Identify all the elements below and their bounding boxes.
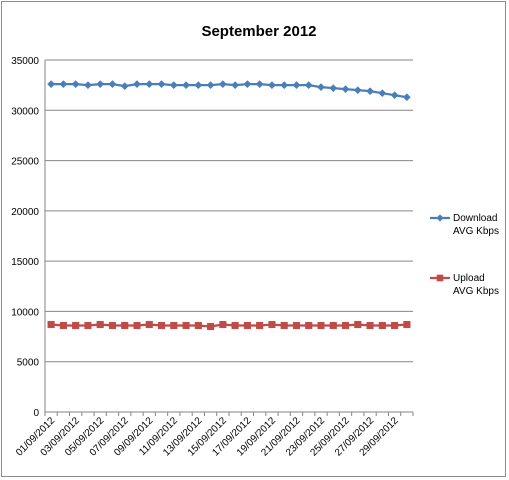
data-point-diamond <box>317 83 325 92</box>
data-point-square <box>305 321 313 330</box>
data-point-diamond <box>304 81 313 90</box>
data-point-square <box>280 321 288 330</box>
y-tick-label: 35000 <box>11 56 39 67</box>
y-tick-label: 25000 <box>11 157 39 168</box>
data-point-diamond <box>96 80 105 89</box>
series-line <box>51 323 407 328</box>
y-tick-label: 15000 <box>11 257 39 268</box>
data-point-square <box>292 321 301 330</box>
data-point-diamond <box>280 81 289 90</box>
data-point-diamond <box>157 80 166 89</box>
data-point-diamond <box>83 81 92 90</box>
axes <box>44 60 413 413</box>
data-point-square <box>108 321 117 330</box>
data-point-diamond <box>243 80 252 89</box>
data-point-diamond <box>255 80 264 89</box>
data-point-square <box>366 321 374 330</box>
data-point-square <box>391 321 399 330</box>
legend-label: Upload <box>453 273 485 284</box>
data-point-diamond <box>194 81 203 90</box>
legend-marker-diamond <box>436 214 444 222</box>
data-point-square <box>354 320 362 329</box>
data-point-square <box>157 321 166 330</box>
data-point-square <box>207 322 215 331</box>
data-point-diamond <box>133 80 141 89</box>
data-point-square <box>59 321 67 330</box>
data-point-diamond <box>292 81 301 90</box>
data-point-square <box>219 320 227 329</box>
data-point-square <box>194 321 202 330</box>
data-point-diamond <box>120 82 129 91</box>
gridlines <box>45 59 413 363</box>
data-point-square <box>256 321 264 330</box>
data-point-square <box>84 321 92 330</box>
legend-marker-square <box>436 274 444 282</box>
data-point-diamond <box>182 81 191 90</box>
data-point-square <box>403 320 411 329</box>
data-point-diamond <box>267 81 276 90</box>
legend-item-1: Download AVG Kbps <box>430 213 499 237</box>
data-point-diamond <box>206 81 215 90</box>
y-tick-label: 30000 <box>11 106 39 117</box>
data-point-square <box>182 321 190 330</box>
data-point-square <box>268 320 276 329</box>
y-tick-label: 20000 <box>11 207 39 218</box>
data-point-diamond <box>169 81 178 90</box>
data-point-square <box>121 321 129 330</box>
data-point-square <box>329 321 337 330</box>
series-group <box>47 80 411 331</box>
series-2 <box>47 320 411 331</box>
data-point-diamond <box>329 84 338 93</box>
legend-label: AVG Kbps <box>453 286 499 297</box>
data-point-diamond <box>402 93 411 102</box>
data-point-square <box>145 320 153 329</box>
data-point-diamond <box>378 89 387 98</box>
data-point-diamond <box>231 81 240 90</box>
data-point-diamond <box>366 87 375 96</box>
data-point-diamond <box>71 80 80 89</box>
series-line <box>51 83 408 99</box>
x-tick-labels: 01/09/201203/09/201205/09/201207/09/2012… <box>14 415 401 458</box>
data-point-diamond <box>47 80 56 89</box>
data-point-square <box>47 320 55 329</box>
data-point-square <box>96 320 104 329</box>
data-point-diamond <box>390 91 399 100</box>
y-tick-label: 5000 <box>17 358 40 369</box>
data-point-diamond <box>218 80 227 89</box>
data-point-square <box>231 321 239 330</box>
data-point-square <box>341 321 350 330</box>
data-point-diamond <box>108 80 117 89</box>
chart-title: September 2012 <box>201 23 316 40</box>
x-ticks <box>44 412 414 416</box>
legend-label: Download <box>453 213 497 224</box>
data-point-diamond <box>341 85 350 94</box>
data-point-square <box>72 321 80 330</box>
y-tick-label: 10000 <box>11 307 39 318</box>
data-point-square <box>317 321 325 330</box>
legend-item-2: Upload AVG Kbps <box>430 273 499 297</box>
data-point-diamond <box>145 80 154 89</box>
data-point-square <box>170 321 178 330</box>
data-point-diamond <box>59 80 68 89</box>
data-point-square <box>243 321 251 330</box>
series-1 <box>47 80 411 102</box>
data-point-square <box>133 321 141 330</box>
data-point-square <box>378 321 386 330</box>
data-point-diamond <box>353 86 362 95</box>
y-tick-labels: 0 5000 10000 15000 20000 25000 30000 35000 <box>11 56 39 419</box>
legend: Download AVG Kbps Upload AVG Kbps <box>430 213 499 297</box>
legend-label: AVG Kbps <box>453 226 499 237</box>
y-tick-label: 0 <box>33 408 39 419</box>
